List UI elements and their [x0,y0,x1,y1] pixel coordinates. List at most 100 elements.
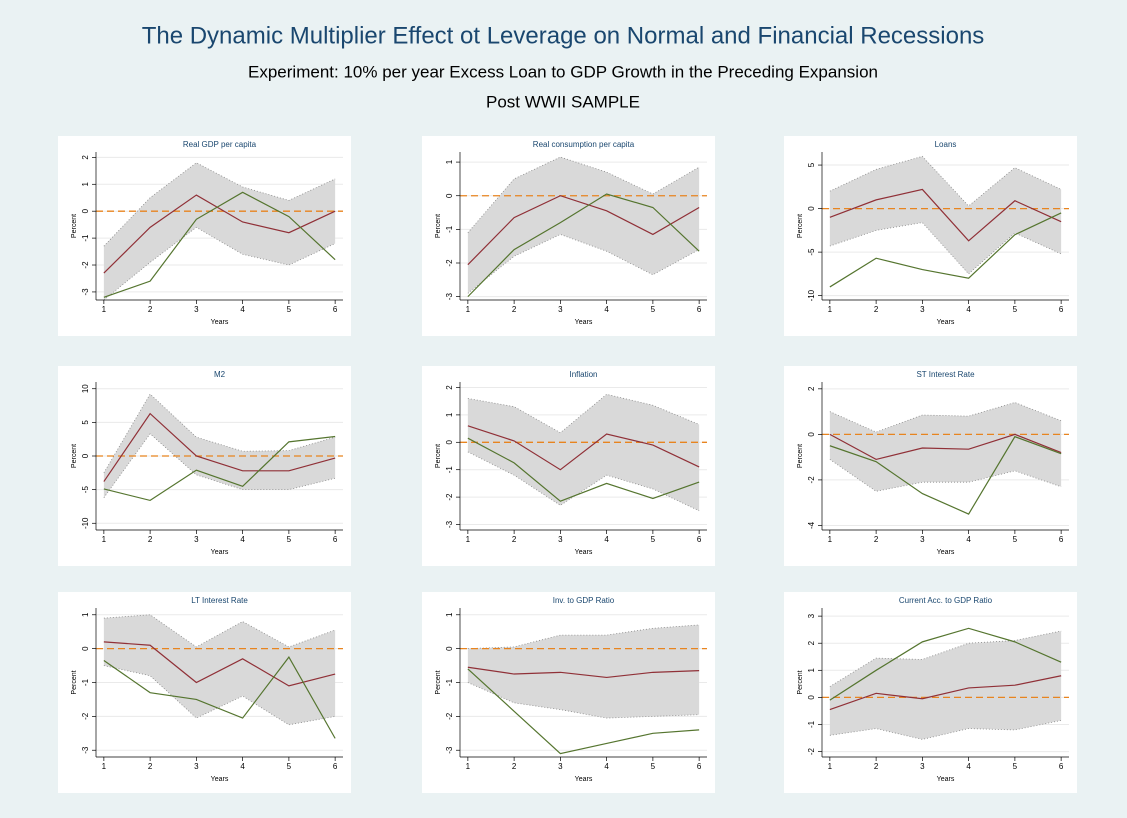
y-axis-label: Percent [797,444,804,468]
y-axis-label: Percent [797,670,804,694]
x-tick-label: 5 [1013,305,1018,314]
x-tick-label: 4 [240,762,245,771]
y-tick-label: 0 [807,206,816,211]
band-fill [103,614,336,725]
x-tick-label: 2 [512,535,517,544]
x-tick-label: 2 [512,305,517,314]
series-line [829,188,1062,242]
x-tick-label: 1 [466,762,471,771]
band-fill [467,157,700,294]
x-tick-label: 4 [966,535,971,544]
x-tick-label: 1 [828,535,833,544]
band-lower [103,433,336,498]
y-axis-label: Percent [71,670,78,694]
x-tick-label: 2 [148,535,153,544]
panel: Real GDP per capita Years Percent -3 -2 -1 0 1 2… [58,136,351,336]
x-tick-label: 4 [604,305,609,314]
y-tick-label: 2 [807,640,816,645]
series-line [467,195,700,266]
x-tick-label: 2 [512,762,517,771]
y-tick-label: -2 [81,261,90,269]
y-axis-label: Percent [71,214,78,238]
y-tick-label: -3 [81,288,90,296]
band-upper [829,402,1062,433]
x-tick-label: 6 [333,535,338,544]
x-tick-label: 3 [194,762,199,771]
x-axis-label: Years [211,776,229,783]
y-tick-label: -3 [445,746,454,754]
x-tick-label: 2 [148,305,153,314]
x-tick-label: 6 [1059,535,1064,544]
panel: LT Interest Rate Years Percent -3 -2 -1 0 1 1 2 3 4… [58,592,351,793]
x-tick-label: 6 [697,535,702,544]
x-tick-label: 4 [604,762,609,771]
x-tick-label: 1 [828,762,833,771]
x-tick-label: 5 [287,535,292,544]
x-tick-label: 5 [651,535,656,544]
band-fill [829,631,1062,740]
y-tick-label: 5 [81,420,90,425]
x-tick-label: 2 [874,762,879,771]
y-axis-label: Percent [435,444,442,468]
panel-title: Current Acc. to GDP Ratio [899,596,993,605]
panel-title: ST Interest Rate [916,370,975,379]
y-tick-label: -1 [81,234,90,242]
x-tick-label: 2 [148,762,153,771]
series-line [467,666,700,679]
y-tick-label: -2 [445,493,454,501]
x-tick-label: 4 [966,762,971,771]
y-tick-label: 5 [807,162,816,167]
y-tick-label: 0 [81,453,90,458]
x-axis-label: Years [211,549,229,556]
series-line [829,435,1062,515]
panel-title: M2 [214,370,226,379]
x-tick-label: 3 [194,305,199,314]
x-tick-label: 5 [651,762,656,771]
x-tick-label: 2 [874,305,879,314]
panel-title: Inv. to GDP Ratio [553,596,615,605]
band-upper [467,624,700,650]
x-tick-label: 3 [920,535,925,544]
x-tick-label: 1 [466,305,471,314]
y-tick-label: -3 [81,746,90,754]
y-tick-label: -2 [807,476,816,484]
series-line [103,656,336,739]
panel-title: Loans [935,140,957,149]
y-tick-label: 1 [445,612,454,617]
band-lower [467,233,700,294]
series-line [467,425,700,471]
y-axis-label: Percent [435,214,442,238]
y-tick-label: 0 [807,432,816,437]
y-axis-label: Percent [71,444,78,468]
band-upper [829,630,1062,687]
panel: Loans Years Percent -10 -5 0 5 1 2 3 4 5 6 [784,136,1077,336]
x-axis-label: Years [937,319,955,326]
x-tick-label: 6 [697,305,702,314]
x-tick-label: 3 [558,305,563,314]
series-line [103,641,336,687]
x-axis-label: Years [211,319,229,326]
x-tick-label: 6 [1059,305,1064,314]
series-line [103,194,336,274]
panel: Current Acc. to GDP Ratio Years Percent -2 -… [784,592,1077,793]
panel-title: Inflation [569,370,597,379]
y-tick-label: 2 [445,385,454,390]
y-tick-label: 0 [81,208,90,213]
panel: Inv. to GDP Ratio Years Percent -3 -2 -1 0 1 1 2 3… [422,592,715,793]
y-tick-label: 3 [807,613,816,618]
x-tick-label: 5 [287,762,292,771]
band-lower [829,459,1062,492]
x-tick-label: 5 [1013,762,1018,771]
x-axis-label: Years [937,776,955,783]
x-axis-label: Years [575,549,593,556]
series-line [829,675,1062,711]
y-tick-label: -1 [81,678,90,686]
panel-title: LT Interest Rate [191,596,248,605]
x-tick-label: 6 [697,762,702,771]
y-tick-label: 1 [445,412,454,417]
y-tick-label: 1 [81,182,90,187]
y-tick-label: -2 [445,259,454,267]
panel: Inflation Years Percent -3 -2 -1 0 1 2 1 2 3 4 5 6 [422,366,715,566]
y-tick-label: -1 [445,678,454,686]
